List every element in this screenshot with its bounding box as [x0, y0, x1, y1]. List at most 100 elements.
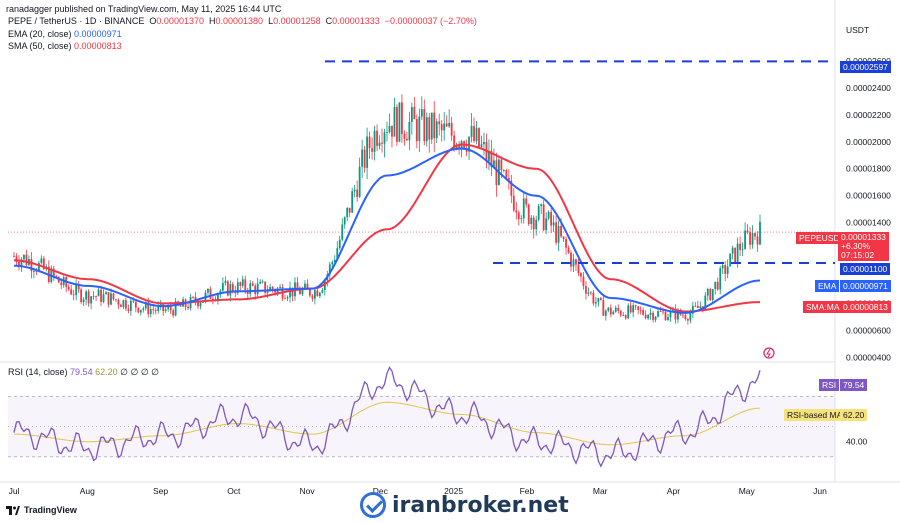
- tradingview-logo[interactable]: TradingView: [6, 505, 77, 515]
- candle-body: [691, 305, 694, 314]
- candle-body: [582, 276, 585, 287]
- indicator-lines: [8, 143, 835, 359]
- candle-body: [696, 305, 699, 308]
- candle-body: [734, 247, 737, 263]
- symbol-name: PEPEUSDT: [799, 233, 845, 243]
- candle-body: [127, 308, 130, 311]
- rsi-legend[interactable]: RSI (14, close) 79.54 62.20 ∅ ∅ ∅ ∅: [8, 367, 159, 378]
- candle-body: [139, 309, 142, 313]
- symbol-name-tag: PEPEUSDT: [796, 232, 848, 244]
- candle-body: [515, 210, 518, 213]
- time-tick-label: Apr: [667, 486, 680, 496]
- candle-body: [174, 301, 177, 316]
- candle-body: [622, 315, 625, 316]
- candle-body: [115, 299, 117, 301]
- candle-body: [408, 121, 411, 141]
- candle-body: [719, 268, 722, 290]
- candle-body: [527, 204, 530, 225]
- candle-body: [197, 302, 199, 307]
- candle-body: [192, 297, 194, 298]
- candle-body: [517, 212, 520, 220]
- candle-body: [388, 125, 391, 133]
- bar-countdown: 07:15:02: [841, 250, 875, 260]
- candle-body: [368, 136, 371, 149]
- candle-body: [488, 150, 490, 162]
- candle-body: [351, 191, 354, 213]
- candle-body: [754, 233, 756, 237]
- ema-name-tag: EMA: [815, 280, 840, 292]
- rsi-band: [8, 396, 835, 457]
- rsi-ma-value-tag: 62.20: [840, 409, 868, 421]
- candle-body: [137, 307, 140, 313]
- open-value: 0.00001370: [156, 16, 204, 26]
- level-mid-value: 0.00001100: [843, 264, 888, 274]
- trend-check-icon: [360, 492, 386, 518]
- candle-body: [547, 211, 550, 219]
- candle-body: [85, 291, 88, 300]
- candle-body: [373, 130, 376, 152]
- candle-body: [639, 309, 642, 311]
- candle-body: [572, 259, 575, 267]
- candle-body: [90, 296, 92, 304]
- watermark: iranbroker.net: [360, 492, 569, 518]
- rsi-line: [13, 366, 761, 468]
- candle-body: [537, 205, 540, 220]
- candle-body: [199, 302, 202, 307]
- candle-body: [480, 144, 483, 147]
- rsi-tick-label: 40.00: [846, 437, 868, 447]
- publisher-line: ranadagger published on TradingView.com,…: [6, 4, 281, 14]
- candle-body: [759, 221, 761, 245]
- sma-name-tag: SMA:MA: [803, 301, 843, 313]
- candle-body: [105, 292, 107, 295]
- rsi-tag-value: 79.54: [843, 380, 865, 390]
- candle-body: [634, 305, 637, 307]
- candle-body: [311, 295, 314, 299]
- candle-body: [542, 204, 545, 231]
- candle-body: [224, 281, 227, 284]
- price-tick-label: 0.00002400: [846, 83, 891, 93]
- tradingview-logo-icon: [6, 505, 20, 515]
- candle-body: [445, 123, 448, 127]
- candle-body: [599, 297, 602, 300]
- candle-body: [602, 299, 605, 316]
- candle-body: [316, 290, 319, 297]
- candle-body: [376, 130, 378, 146]
- candle-body: [187, 306, 189, 309]
- candle-body: [346, 207, 349, 218]
- candle-body: [525, 198, 528, 205]
- candle-body: [505, 170, 508, 179]
- candle-body: [450, 122, 453, 136]
- change-value: −0.00000037 (−2.70%): [384, 16, 477, 26]
- candle-body: [313, 290, 316, 299]
- candle-body: [18, 261, 20, 266]
- candle-body: [415, 119, 418, 142]
- candle-body: [473, 126, 475, 141]
- candle-body: [570, 252, 572, 267]
- candle-body: [266, 291, 269, 293]
- candle-body: [348, 207, 351, 213]
- candle-body: [239, 282, 242, 286]
- candle-body: [694, 305, 697, 307]
- candle-body: [677, 309, 679, 320]
- candle-body: [37, 262, 40, 272]
- candle-body: [52, 268, 55, 276]
- sma-legend[interactable]: SMA (50, close) 0.00000813: [8, 41, 122, 52]
- symbol-title[interactable]: PEPE / TetherUS · 1D · BINANCE: [8, 16, 145, 26]
- ema-legend[interactable]: EMA (20, close) 0.00000971: [8, 29, 122, 40]
- candle-body: [226, 281, 229, 296]
- rsi-legend-value: 79.54: [70, 367, 93, 377]
- candle-body: [721, 265, 724, 269]
- candle-body: [398, 102, 401, 142]
- candle-body: [560, 226, 562, 237]
- candle-body: [356, 189, 359, 197]
- candle-body: [632, 305, 635, 313]
- candle-body: [483, 142, 485, 145]
- candle-body: [299, 289, 301, 295]
- candle-body: [164, 309, 167, 312]
- symbol-price: 0.00001333: [841, 232, 886, 242]
- candle-body: [110, 293, 112, 305]
- candle-body: [301, 288, 304, 295]
- rsi-legend-extra: ∅ ∅ ∅ ∅: [120, 367, 160, 377]
- candle-body: [159, 303, 162, 306]
